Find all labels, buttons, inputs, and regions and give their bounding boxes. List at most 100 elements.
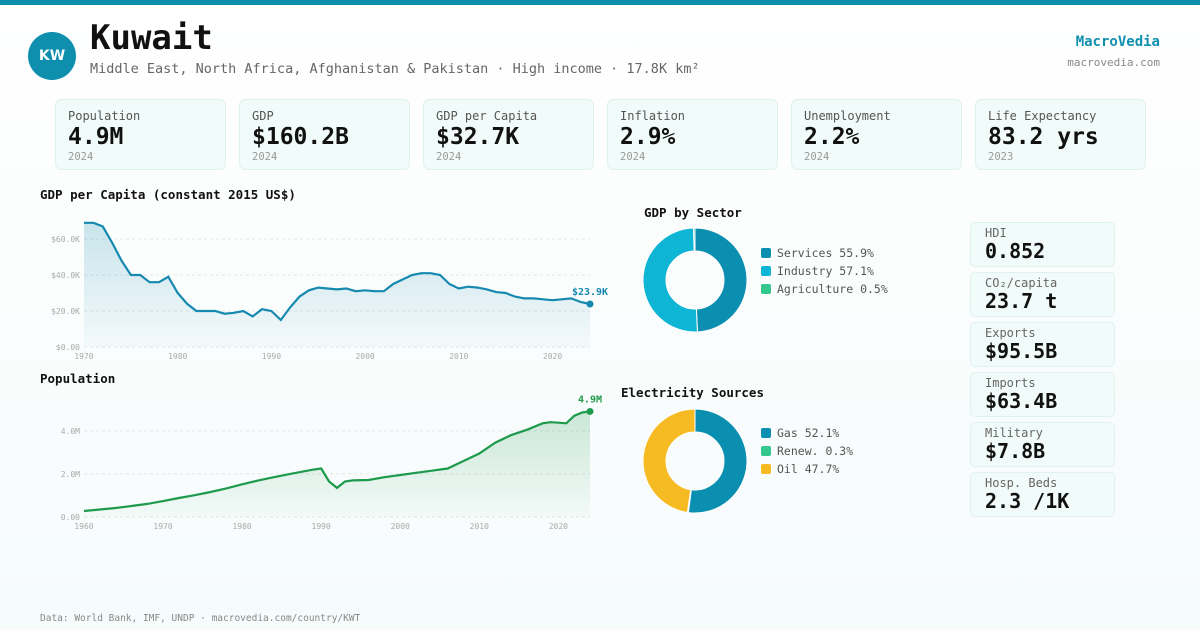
- gdp-end-point: [586, 300, 594, 308]
- x-tick-label: 1970: [153, 522, 172, 531]
- x-tick-label: 2010: [470, 522, 489, 531]
- kpi-card-gdp-per-capita: GDP per Capita $32.7K 2024: [423, 99, 594, 170]
- stat-value: 0.852: [985, 239, 1046, 263]
- x-tick-label: 2000: [391, 522, 410, 531]
- stat-label: Hosp. Beds: [985, 476, 1058, 490]
- kpi-label: Inflation: [620, 109, 686, 123]
- electricity-legend: Gas 52.1% Renew. 0.3% Oil 47.7%: [761, 424, 853, 478]
- kpi-card-population: Population 4.9M 2024: [55, 99, 226, 170]
- x-tick-label: 1980: [168, 352, 187, 361]
- donut-slice-oil: [642, 408, 696, 514]
- x-tick-label: 2000: [355, 352, 374, 361]
- stat-value: $95.5B: [985, 339, 1058, 363]
- kpi-label: Population: [68, 109, 141, 123]
- population-line: [83, 410, 591, 513]
- kpi-label: GDP: [252, 109, 274, 123]
- page-subtitle: Middle East, North Africa, Afghanistan &…: [90, 61, 700, 77]
- kpi-year: 2024: [620, 151, 646, 163]
- kpi-value: $160.2B: [252, 124, 349, 150]
- x-tick-label: 2020: [543, 352, 562, 361]
- stat-value: $7.8B: [985, 439, 1046, 463]
- gdp-sector-chart-title: GDP by Sector: [644, 205, 742, 220]
- electricity-donut: [642, 408, 748, 514]
- stat-card-exports: Exports $95.5B: [970, 322, 1115, 367]
- stat-value: $63.4B: [985, 389, 1058, 413]
- x-tick-label: 1960: [74, 522, 93, 531]
- stat-label: Imports: [985, 376, 1036, 390]
- kpi-year: 2024: [68, 151, 94, 163]
- kpi-card-life-expectancy: Life Expectancy 83.2 yrs 2023: [975, 99, 1146, 170]
- gdp-sector-donut: [642, 227, 748, 333]
- gdp-end-label: $23.9K: [572, 287, 608, 298]
- donut-slice-industry: [642, 227, 698, 333]
- page-title: Kuwait: [90, 18, 213, 58]
- kpi-card-unemployment: Unemployment 2.2% 2024: [791, 99, 962, 170]
- legend-item-oil: Oil 47.7%: [761, 460, 853, 478]
- gdp-area: [84, 222, 590, 347]
- gdp-line: [84, 221, 591, 322]
- electricity-chart-title: Electricity Sources: [621, 385, 764, 400]
- x-tick-label: 1970: [74, 352, 93, 361]
- kpi-year: 2024: [804, 151, 830, 163]
- kpi-card-inflation: Inflation 2.9% 2024: [607, 99, 778, 170]
- x-tick-label: 2010: [449, 352, 468, 361]
- x-tick-label: 1990: [312, 522, 331, 531]
- kpi-year: 2024: [252, 151, 278, 163]
- stat-card-hospital-beds: Hosp. Beds 2.3 /1K: [970, 472, 1115, 517]
- stat-card-co2: CO₂/capita 23.7 t: [970, 272, 1115, 317]
- legend-item-renewables: Renew. 0.3%: [761, 442, 853, 460]
- y-tick-label: 4.0M: [61, 427, 80, 436]
- swatch-renewables: [761, 446, 771, 456]
- y-tick-label: 2.0M: [61, 470, 80, 479]
- kpi-year: 2023: [988, 151, 1014, 163]
- legend-item-gas: Gas 52.1%: [761, 424, 853, 442]
- swatch-agriculture: [761, 284, 771, 294]
- kpi-value: $32.7K: [436, 124, 520, 150]
- brand-name[interactable]: MacroVedia: [1075, 34, 1160, 50]
- y-tick-label: $40.0K: [51, 271, 80, 280]
- x-tick-label: 1990: [262, 352, 281, 361]
- kpi-value: 2.9%: [620, 124, 676, 150]
- population-end-label: 4.9M: [578, 394, 602, 405]
- brand-url[interactable]: macrovedia.com: [1067, 56, 1160, 69]
- stat-card-military: Military $7.8B: [970, 422, 1115, 467]
- gdp-per-capita-chart-title: GDP per Capita (constant 2015 US$): [40, 187, 296, 202]
- stat-label: Exports: [985, 326, 1036, 340]
- swatch-services: [761, 248, 771, 258]
- stat-value: 23.7 t: [985, 289, 1058, 313]
- legend-label: Renew. 0.3%: [777, 444, 854, 458]
- legend-item-services: Services 55.9%: [761, 244, 888, 262]
- kpi-year: 2024: [436, 151, 462, 163]
- stat-label: CO₂/capita: [985, 276, 1058, 290]
- kpi-label: Life Expectancy: [988, 109, 1097, 123]
- population-chart-title: Population: [40, 371, 116, 386]
- kpi-value: 83.2 yrs: [988, 124, 1099, 150]
- gdp-per-capita-chart: $0.00 $20.0K $40.0K $60.0K 1970 1980 1990 2000 2…: [51, 221, 608, 361]
- y-tick-label: $60.0K: [51, 235, 80, 244]
- x-tick-label: 1980: [232, 522, 251, 531]
- population-end-point: [586, 407, 594, 415]
- stat-label: Military: [985, 426, 1043, 440]
- y-tick-label: 0.00: [61, 513, 80, 522]
- kpi-value: 2.2%: [804, 124, 860, 150]
- x-tick-label: 2020: [549, 522, 568, 531]
- donut-slice-gas: [687, 408, 748, 514]
- swatch-oil: [761, 464, 771, 474]
- gdp-sector-legend: Services 55.9% Industry 57.1% Agricultur…: [761, 244, 888, 298]
- population-chart: 0.00 2.0M 4.0M 1960 1970 1980 1990 2000 2010 2020…: [61, 394, 602, 531]
- legend-label: Industry 57.1%: [777, 264, 874, 278]
- legend-item-industry: Industry 57.1%: [761, 262, 888, 280]
- legend-item-agriculture: Agriculture 0.5%: [761, 280, 888, 298]
- stat-label: HDI: [985, 226, 1007, 240]
- country-code-badge: KW: [28, 32, 76, 80]
- donut-slice-agriculture: [693, 227, 696, 252]
- stat-card-imports: Imports $63.4B: [970, 372, 1115, 417]
- legend-label: Oil 47.7%: [777, 462, 840, 476]
- kpi-card-gdp: GDP $160.2B 2024: [239, 99, 410, 170]
- population-area: [84, 411, 590, 517]
- data-source-footer[interactable]: Data: World Bank, IMF, UNDP · macrovedia…: [40, 613, 361, 624]
- kpi-label: Unemployment: [804, 109, 891, 123]
- stat-value: 2.3 /1K: [985, 489, 1070, 513]
- swatch-gas: [761, 428, 771, 438]
- kpi-value: 4.9M: [68, 124, 124, 150]
